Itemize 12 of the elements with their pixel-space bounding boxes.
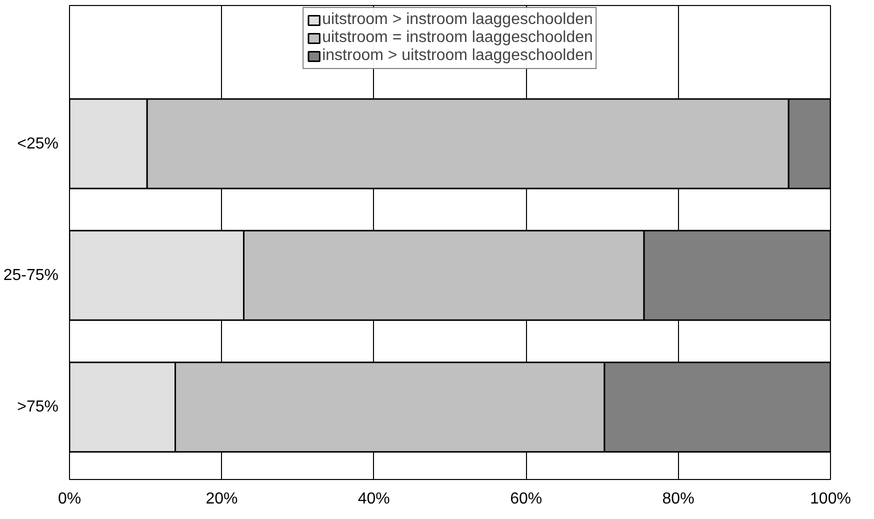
y-tick-label: >75%	[17, 398, 59, 416]
y-tick-label: 25-75%	[3, 266, 59, 284]
legend-label: uitstroom > instroom laaggeschoolden	[322, 11, 593, 29]
x-tick-label: 100%	[810, 490, 851, 508]
legend-label: instroom > uitstroom laaggeschoolden	[322, 47, 593, 65]
legend-label: uitstroom = instroom laaggeschoolden	[322, 29, 593, 47]
x-tick-label: 0%	[58, 490, 82, 508]
y-tick-label: <25%	[17, 135, 59, 152]
x-tick-label: 20%	[206, 490, 238, 508]
x-tick-label: 40%	[358, 490, 390, 508]
x-tick-label: 60%	[510, 490, 542, 508]
x-tick-label: 80%	[662, 490, 694, 508]
